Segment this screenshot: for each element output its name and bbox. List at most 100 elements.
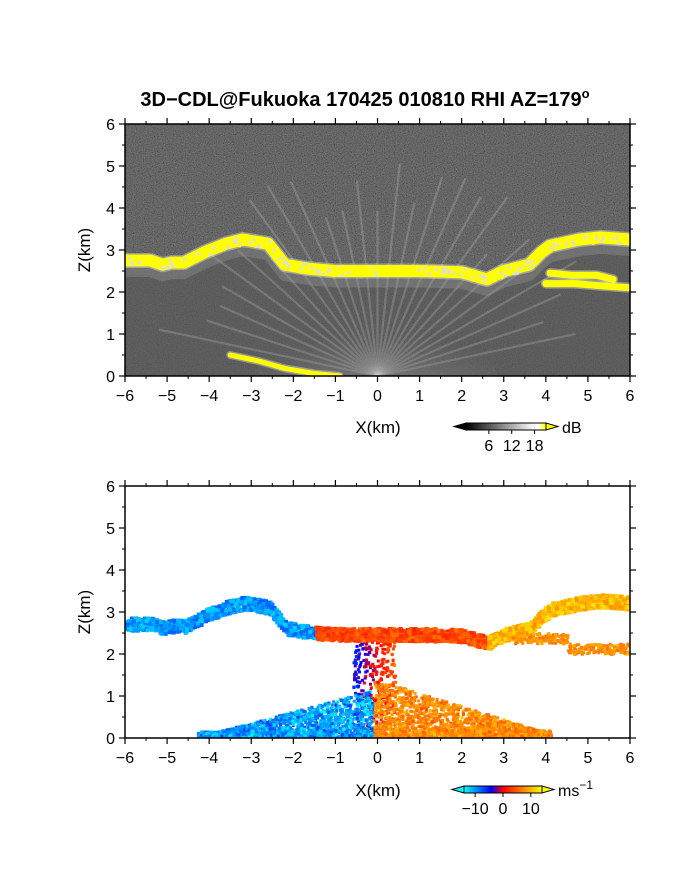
- y-tick-label: 6: [106, 117, 115, 134]
- cloud-speckle: [299, 270, 303, 274]
- cloud-speckle: [197, 252, 201, 256]
- y-tick-label: 5: [106, 159, 115, 176]
- velocity-cell: [452, 639, 457, 644]
- velocity-cell: [369, 707, 373, 711]
- velocity-cell: [591, 599, 596, 604]
- cloud-speckle: [583, 235, 587, 239]
- velocity-cell: [357, 655, 361, 659]
- velocity-cell: [128, 622, 133, 627]
- velocity-cell: [271, 616, 276, 621]
- velocity-cell: [473, 643, 478, 648]
- velocity-cell: [527, 627, 532, 632]
- velocity-cell: [486, 646, 491, 651]
- velocity-cell: [397, 637, 402, 642]
- velocity-cell: [146, 616, 151, 621]
- cloud-speckle: [513, 271, 517, 275]
- velocity-cell: [345, 722, 349, 726]
- velocity-cell: [248, 597, 253, 602]
- velocity-cell: [199, 614, 204, 619]
- velocity-cell: [310, 635, 315, 640]
- cloud-speckle: [366, 273, 370, 277]
- velocity-cell: [362, 659, 366, 663]
- velocity-cell: [447, 633, 452, 638]
- velocity-cell: [563, 598, 568, 603]
- velocity-cell: [620, 594, 625, 599]
- velocity-cell: [573, 602, 578, 607]
- cloud-speckle: [496, 272, 500, 276]
- cloud-speckle: [582, 237, 586, 241]
- velocity-cell: [604, 594, 609, 599]
- velocity-cell: [317, 733, 321, 737]
- velocity-cell: [293, 632, 298, 637]
- velocity-cell: [554, 606, 559, 611]
- velocity-cell: [326, 712, 330, 716]
- cloud-speckle: [422, 273, 426, 277]
- velocity-cell: [290, 712, 294, 716]
- cloud-speckle: [268, 239, 272, 243]
- velocity-cell: [499, 641, 504, 646]
- velocity-cell: [284, 728, 288, 732]
- velocity-cell: [355, 695, 359, 699]
- velocity-cell: [312, 717, 316, 721]
- velocity-cell: [541, 610, 546, 615]
- velocity-cell: [354, 670, 358, 674]
- velocity-cell: [225, 611, 230, 616]
- velocity-cell: [330, 718, 334, 722]
- cloud-speckle: [365, 267, 369, 271]
- cloud-speckle: [128, 257, 132, 261]
- velocity-cell: [257, 605, 262, 610]
- cloud-speckle: [131, 262, 135, 266]
- velocity-cell: [302, 628, 307, 633]
- velocity-cell: [352, 686, 356, 690]
- velocity-cell: [487, 635, 492, 640]
- y-tick-label: 1: [106, 327, 115, 344]
- cloud-speckle: [555, 243, 559, 247]
- velocity-cell: [387, 648, 391, 652]
- velocity-cell: [386, 659, 390, 663]
- velocity-cell: [456, 629, 461, 634]
- velocity-cell: [368, 682, 372, 686]
- velocity-cell: [513, 626, 518, 631]
- velocity-cell: [155, 626, 160, 631]
- velocity-cell: [387, 673, 391, 677]
- velocity-cell: [572, 605, 577, 610]
- velocity-cell: [404, 631, 409, 636]
- velocity-cell: [239, 600, 244, 605]
- velocity-cell: [292, 715, 296, 719]
- cloud-speckle: [571, 238, 575, 242]
- velocity-cell: [361, 693, 365, 697]
- velocity-cell: [609, 602, 614, 607]
- velocity-cell: [302, 729, 306, 733]
- velocity-cell: [299, 720, 303, 724]
- cloud-speckle: [503, 274, 507, 278]
- cloud-speckle: [560, 241, 564, 245]
- velocity-cell: [341, 724, 345, 728]
- velocity-cell: [332, 729, 336, 733]
- cloud-speckle: [138, 261, 142, 265]
- velocity-cell: [372, 627, 377, 632]
- velocity-cell: [280, 620, 285, 625]
- cloud-speckle: [525, 260, 529, 264]
- velocity-cell: [495, 638, 500, 643]
- cloud-speckle: [168, 258, 172, 262]
- velocity-cell: [602, 605, 607, 610]
- velocity-cell: [184, 618, 189, 623]
- velocity-cell: [367, 651, 371, 655]
- velocity-cell: [370, 704, 374, 708]
- velocity-cell: [355, 707, 359, 711]
- velocity-cell: [559, 606, 564, 611]
- cloud-speckle: [549, 247, 553, 251]
- cloud-speckle: [235, 237, 239, 241]
- velocity-cell: [390, 630, 395, 635]
- velocity-cell: [321, 704, 325, 708]
- velocity-cell: [253, 721, 257, 725]
- velocity-cell: [525, 625, 530, 630]
- velocity-cell: [277, 616, 282, 621]
- velocity-cell: [135, 624, 140, 629]
- velocity-cell: [392, 635, 397, 640]
- cloud-speckle: [552, 242, 556, 246]
- velocity-cell: [311, 732, 315, 736]
- velocity-cell: [296, 625, 301, 630]
- velocity-cell: [235, 607, 240, 612]
- velocity-cell: [372, 706, 376, 710]
